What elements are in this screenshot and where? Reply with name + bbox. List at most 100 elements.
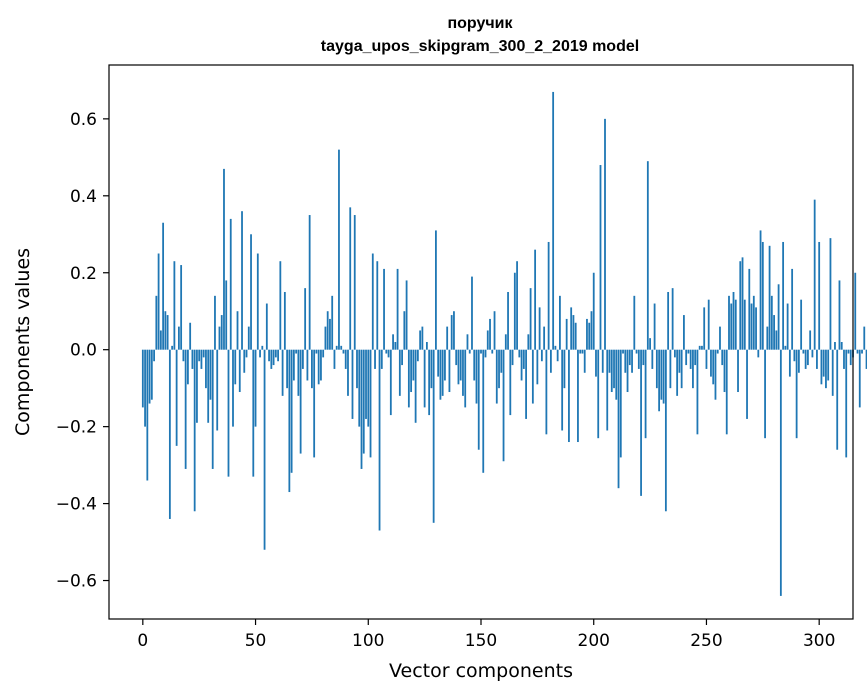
bar-71 — [301, 349, 304, 369]
bar-75 — [311, 349, 313, 389]
bar-74 — [308, 215, 311, 350]
bar-171 — [527, 334, 530, 350]
bar-179 — [545, 349, 548, 435]
bar-287 — [788, 349, 791, 377]
bar-270 — [750, 303, 753, 350]
bar-34 — [218, 326, 221, 350]
bar-49 — [252, 349, 255, 477]
bar-256 — [719, 326, 721, 350]
bar-198 — [588, 322, 591, 350]
bar-50 — [254, 349, 257, 427]
bar-155 — [491, 349, 494, 354]
bar-100 — [367, 349, 370, 427]
bar-27 — [202, 349, 205, 358]
plot-area-frame — [108, 64, 854, 620]
bar-319 — [861, 349, 863, 354]
bar-17 — [180, 265, 183, 350]
bar-118 — [407, 349, 410, 408]
bar-4 — [150, 349, 153, 400]
bar-193 — [577, 349, 579, 443]
bar-214 — [624, 349, 627, 373]
y-tick-label: 0.0 — [70, 341, 97, 361]
bar-280 — [773, 315, 775, 350]
bar-274 — [759, 230, 762, 350]
bar-305 — [829, 238, 832, 350]
bar-213 — [622, 349, 624, 354]
bar-9 — [162, 222, 165, 350]
bar-131 — [437, 349, 440, 377]
bar-209 — [613, 349, 615, 389]
bar-65 — [288, 349, 291, 493]
bar-7 — [157, 253, 160, 350]
bar-247 — [698, 345, 701, 350]
bar-128 — [430, 349, 433, 389]
bar-298 — [813, 199, 816, 350]
bar-111 — [392, 334, 394, 350]
bar-189 — [568, 349, 570, 443]
bar-142 — [462, 349, 464, 396]
bar-246 — [696, 349, 699, 435]
bar-205 — [604, 118, 606, 350]
bar-123 — [419, 330, 422, 350]
bar-188 — [565, 318, 568, 350]
bar-67 — [292, 349, 295, 381]
bar-165 — [513, 272, 516, 350]
bar-238 — [678, 349, 681, 373]
y-tick-label: −0.2 — [56, 418, 97, 438]
bar-199 — [590, 311, 593, 350]
bar-204 — [601, 349, 604, 373]
bar-180 — [547, 241, 550, 350]
bar-64 — [286, 349, 289, 389]
bar-184 — [556, 349, 559, 362]
bar-33 — [216, 349, 219, 431]
bar-212 — [619, 349, 622, 458]
bar-175 — [536, 349, 539, 385]
bar-28 — [205, 349, 207, 389]
bar-263 — [734, 299, 737, 350]
bar-164 — [511, 349, 514, 366]
bar-106 — [380, 349, 383, 369]
bar-286 — [786, 303, 789, 350]
bar-201 — [595, 349, 597, 377]
bar-89 — [342, 349, 345, 354]
bar-254 — [714, 349, 717, 400]
bar-133 — [441, 349, 444, 396]
bar-81 — [324, 326, 327, 350]
bar-11 — [166, 315, 169, 350]
bar-318 — [858, 349, 861, 408]
bar-95 — [356, 349, 358, 389]
bar-19 — [184, 349, 187, 469]
bar-259 — [725, 349, 728, 435]
bar-8 — [159, 330, 162, 350]
x-tick-label: 0 — [137, 631, 148, 651]
bar-121 — [414, 349, 417, 423]
bar-290 — [795, 349, 798, 439]
x-tick-label: 100 — [352, 631, 384, 651]
bar-57 — [270, 349, 273, 369]
bar-261 — [730, 303, 733, 350]
bar-3 — [148, 349, 151, 404]
bar-92 — [349, 207, 352, 350]
bar-22 — [191, 349, 194, 369]
bar-101 — [369, 349, 372, 458]
bar-66 — [290, 349, 293, 473]
bar-20 — [187, 349, 189, 385]
bar-265 — [739, 261, 742, 350]
bar-207 — [608, 349, 611, 373]
bar-304 — [827, 349, 830, 381]
bar-154 — [489, 318, 491, 350]
bar-272 — [755, 307, 757, 350]
bar-230 — [660, 349, 663, 400]
bar-222 — [642, 349, 645, 366]
bar-161 — [504, 334, 507, 350]
bar-29 — [207, 349, 210, 423]
bar-32 — [214, 295, 216, 350]
bar-251 — [707, 299, 710, 350]
bar-307 — [834, 342, 836, 350]
bar-149 — [477, 349, 480, 450]
bar-269 — [748, 268, 751, 350]
bar-245 — [694, 349, 697, 366]
bar-129 — [432, 349, 435, 523]
y-axis-label: Components values — [12, 248, 34, 436]
bar-37 — [225, 280, 228, 350]
